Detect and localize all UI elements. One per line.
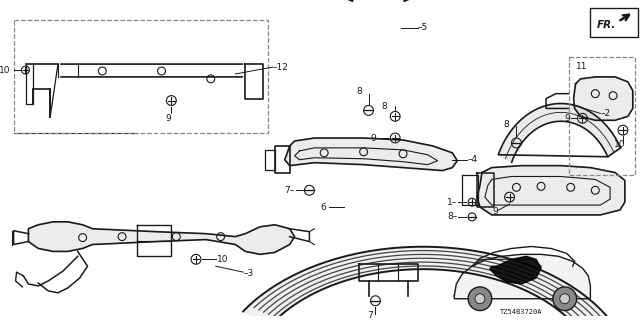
Text: 10: 10 [217,255,228,264]
Text: 8: 8 [381,102,387,111]
Text: 10: 10 [0,66,11,75]
Text: TZ54B3720A: TZ54B3720A [500,308,543,315]
Text: FR.: FR. [596,20,616,30]
Circle shape [560,294,570,304]
Polygon shape [243,247,606,320]
Text: 8–: 8– [447,212,458,221]
Polygon shape [285,138,458,171]
Text: 9: 9 [166,114,172,123]
Text: 7–: 7– [284,186,294,195]
Text: 9: 9 [564,114,570,123]
Text: 6: 6 [321,203,326,212]
Polygon shape [499,104,621,162]
Text: 10: 10 [614,140,626,149]
Polygon shape [28,222,294,254]
Text: –2: –2 [600,109,611,118]
Circle shape [468,287,492,311]
Text: –4: –4 [467,155,477,164]
Text: 9–: 9– [370,133,380,142]
Circle shape [475,294,485,304]
Polygon shape [573,77,633,120]
Text: 11: 11 [575,61,587,70]
Circle shape [553,287,577,311]
Text: –3: –3 [243,268,253,278]
Text: –5: –5 [418,23,428,32]
Text: 7: 7 [367,311,372,320]
Polygon shape [490,256,541,284]
Text: 9: 9 [492,207,498,216]
Polygon shape [477,166,625,215]
Text: 1–: 1– [447,198,458,207]
Text: 8: 8 [504,120,509,129]
Text: 8: 8 [356,87,362,96]
Polygon shape [341,0,415,1]
Text: –12: –12 [273,62,289,72]
Polygon shape [454,254,590,299]
